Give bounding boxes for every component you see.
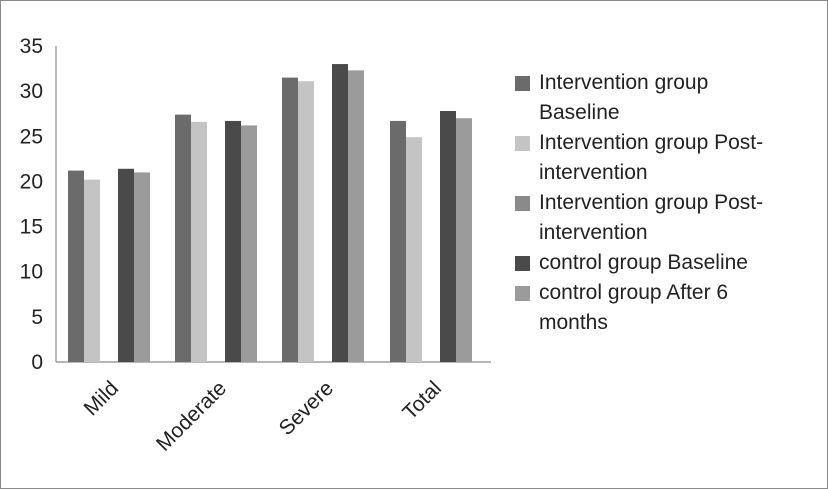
legend-label: Intervention group — [539, 71, 708, 94]
category-label: Severe — [275, 377, 338, 440]
category-label: Total — [398, 377, 446, 425]
bar — [282, 77, 298, 362]
bar — [406, 137, 422, 362]
legend: Intervention group Baseline Intervention g… — [515, 71, 763, 334]
legend-swatch — [515, 286, 530, 301]
legend-swatch — [515, 256, 530, 271]
category-labels: Mild Moderate Severe Total — [80, 377, 446, 456]
legend-label: intervention — [539, 221, 648, 244]
legend-label: Intervention group Post- — [539, 191, 763, 214]
bar — [456, 118, 472, 362]
bar — [332, 64, 348, 363]
bar — [68, 170, 84, 362]
legend-label: Baseline — [539, 101, 620, 124]
bar — [134, 172, 150, 362]
y-tick-label: 15 — [20, 216, 43, 239]
bar — [348, 70, 364, 363]
legend-swatch — [515, 76, 530, 91]
y-tick-label: 0 — [31, 351, 43, 374]
y-tick-label: 30 — [20, 80, 43, 103]
y-tick-label: 25 — [20, 125, 43, 148]
bar — [241, 125, 257, 362]
y-tick-label: 10 — [20, 261, 43, 284]
legend-label: months — [539, 311, 608, 334]
y-tick-label: 5 — [31, 306, 43, 329]
legend-label: Intervention group Post- — [539, 131, 763, 154]
y-tick-labels: 0 5 10 15 20 25 30 35 — [20, 35, 43, 374]
legend-label: control group After 6 — [539, 281, 728, 304]
category-label: Moderate — [152, 377, 231, 456]
bar — [225, 120, 241, 363]
bar — [191, 121, 207, 362]
bar — [175, 114, 191, 362]
y-tick-label: 35 — [20, 35, 43, 58]
legend-label: intervention — [539, 161, 648, 184]
y-tick-label: 20 — [20, 170, 43, 193]
category-label: Mild — [80, 377, 123, 420]
bar — [118, 168, 134, 362]
bars — [68, 64, 472, 363]
legend-swatch — [515, 136, 530, 151]
bar — [440, 111, 456, 363]
bar — [390, 120, 406, 363]
legend-label: control group Baseline — [539, 251, 748, 274]
bar — [84, 179, 100, 362]
legend-swatch — [515, 196, 530, 211]
bar — [298, 81, 314, 362]
